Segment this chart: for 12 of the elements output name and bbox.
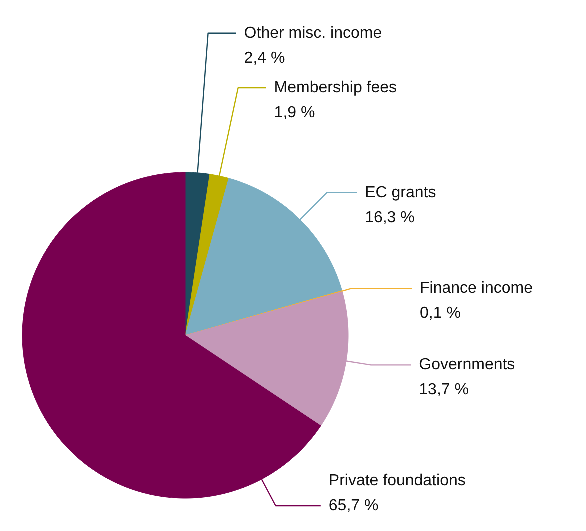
slice-label: Governments (419, 356, 516, 374)
slice-label: Finance income (420, 280, 534, 298)
slice-label: Other misc. income (244, 24, 382, 42)
data-label: 1,9 % (274, 104, 316, 122)
slice-label: Membership fees (274, 80, 398, 97)
slice-label: Private foundations (328, 472, 466, 490)
data-label: 65,7 % (328, 498, 379, 515)
data-label: 0,1 % (420, 305, 461, 322)
data-label: 16,3 % (365, 209, 415, 226)
data-label: 13,7 % (419, 382, 469, 399)
slice-label: EC grants (365, 184, 436, 202)
data-label: 2,4 % (244, 50, 286, 67)
